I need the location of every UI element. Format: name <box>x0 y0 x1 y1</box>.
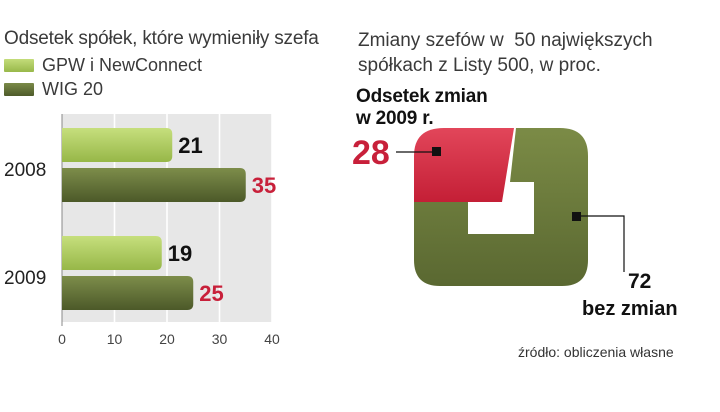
pie-caption: Odsetek zmian w 2009 r. <box>356 86 488 130</box>
data-label-2008-wig20: 35 <box>252 173 276 198</box>
legend-label-gpw: GPW i NewConnect <box>42 54 203 75</box>
pie-caption-line1: Odsetek zmian <box>356 86 488 107</box>
bar-2009-wig20 <box>62 276 194 310</box>
pie-slice-changed <box>414 128 514 202</box>
x-tick-10: 10 <box>107 331 123 347</box>
x-tick-0: 0 <box>58 331 66 347</box>
x-tick-labels: 0 10 20 30 40 <box>58 331 280 347</box>
value-changed: 28 <box>352 134 390 172</box>
bar-chart: 21 35 19 25 2008 2009 0 10 20 30 40 <box>4 114 280 347</box>
bars: 21 35 19 25 <box>62 128 276 310</box>
x-tick-30: 30 <box>212 331 228 347</box>
category-labels: 2008 2009 <box>4 160 46 289</box>
value-unchanged: 72 <box>628 270 652 293</box>
bar-2008-gpw <box>62 128 173 162</box>
pie-caption-line2: w 2009 r. <box>356 108 434 129</box>
category-label-2008: 2008 <box>4 160 46 181</box>
right-title-line1: Zmiany szefów w 50 największych <box>358 30 653 51</box>
right-chart-title: Zmiany szefów w 50 największych spółkach… <box>358 28 698 78</box>
leader-line-unchanged <box>581 215 625 272</box>
leader-marker-unchanged <box>572 212 581 221</box>
source-note: źródło: obliczenia własne <box>518 344 674 360</box>
data-label-2009-gpw: 19 <box>168 241 192 266</box>
square-pie-chart <box>396 128 625 286</box>
category-label-2009: 2009 <box>4 268 46 289</box>
leader-marker-changed <box>432 147 441 156</box>
legend-item-gpw: GPW i NewConnect <box>4 54 203 75</box>
bar-2009-gpw <box>62 236 162 270</box>
legend-item-wig20: WIG 20 <box>4 78 104 99</box>
x-tick-40: 40 <box>264 331 280 347</box>
bar-2008-wig20 <box>62 168 246 202</box>
label-unchanged: bez zmian <box>582 298 678 320</box>
legend-label-wig20: WIG 20 <box>42 78 104 99</box>
data-label-2009-wig20: 25 <box>199 281 223 306</box>
right-title-line2: spółkach z Listy 500, w proc. <box>358 55 601 76</box>
legend-swatch-gpw <box>4 58 34 72</box>
pie-slice-unchanged <box>414 128 588 286</box>
data-label-2008-gpw: 21 <box>178 133 202 158</box>
left-chart-title: Odsetek spółek, które wymieniły szefa <box>4 28 319 49</box>
legend-swatch-wig20 <box>4 82 34 96</box>
x-tick-20: 20 <box>159 331 175 347</box>
